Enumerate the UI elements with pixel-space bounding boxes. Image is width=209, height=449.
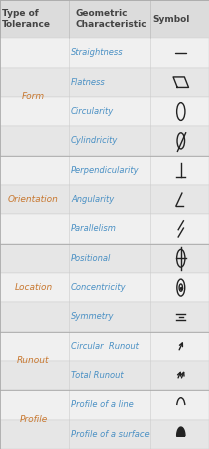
Text: Straightness: Straightness — [71, 48, 124, 57]
FancyBboxPatch shape — [0, 332, 209, 361]
Text: Runout: Runout — [17, 357, 50, 365]
Text: Location: Location — [14, 283, 53, 292]
Text: Cylindricity: Cylindricity — [71, 136, 119, 145]
Text: Flatness: Flatness — [71, 78, 106, 87]
Text: Orientation: Orientation — [8, 195, 59, 204]
Text: Form: Form — [22, 92, 45, 101]
FancyBboxPatch shape — [0, 302, 209, 332]
FancyBboxPatch shape — [0, 0, 209, 38]
Text: Parallelism: Parallelism — [71, 224, 117, 233]
FancyBboxPatch shape — [0, 214, 209, 243]
FancyBboxPatch shape — [0, 67, 209, 97]
Text: Profile: Profile — [19, 415, 48, 424]
FancyBboxPatch shape — [0, 155, 209, 185]
Text: Total Runout: Total Runout — [71, 371, 124, 380]
Text: Type of
Tolerance: Type of Tolerance — [2, 9, 51, 29]
FancyBboxPatch shape — [0, 273, 209, 302]
FancyBboxPatch shape — [0, 243, 209, 273]
FancyBboxPatch shape — [0, 97, 209, 126]
Text: Angularity: Angularity — [71, 195, 114, 204]
Text: Profile of a line: Profile of a line — [71, 401, 134, 409]
Text: Perpendicularity: Perpendicularity — [71, 166, 140, 175]
Text: Symmetry: Symmetry — [71, 313, 115, 321]
FancyBboxPatch shape — [0, 126, 209, 155]
Text: Circularity: Circularity — [71, 107, 114, 116]
FancyBboxPatch shape — [0, 390, 209, 420]
Text: Circular  Runout: Circular Runout — [71, 342, 139, 351]
Polygon shape — [177, 427, 185, 436]
FancyBboxPatch shape — [0, 420, 209, 449]
Text: Concentricity: Concentricity — [71, 283, 127, 292]
FancyBboxPatch shape — [0, 361, 209, 390]
Text: Positional: Positional — [71, 254, 111, 263]
FancyBboxPatch shape — [0, 38, 209, 67]
Text: Geometric
Characteristic: Geometric Characteristic — [75, 9, 147, 29]
Text: Profile of a surface: Profile of a surface — [71, 430, 150, 439]
FancyBboxPatch shape — [0, 185, 209, 214]
Text: Symbol: Symbol — [153, 14, 190, 24]
